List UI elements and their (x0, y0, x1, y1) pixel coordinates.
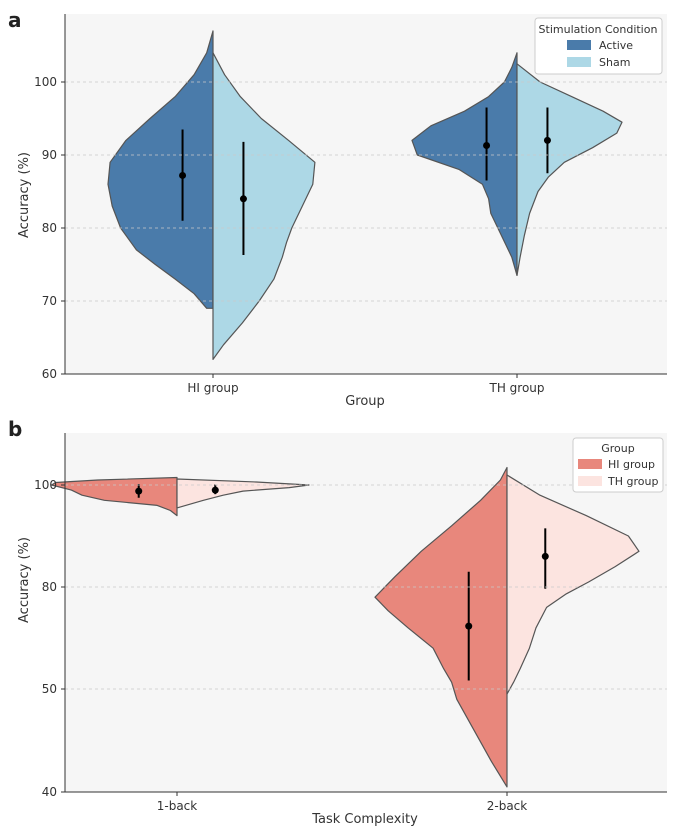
mean-point (543, 136, 551, 144)
panel-label-b: b (8, 417, 22, 441)
y-tick-label: 70 (42, 294, 57, 308)
y-tick-label: 60 (42, 367, 57, 381)
panel-a: a 60 70 80 90 100 HI group TH group Group Acc… (8, 8, 667, 409)
x-axis-b: 1-back 2-back (65, 791, 667, 813)
legend-a: Stimulation Condition Active Sham (534, 17, 663, 75)
x-tick-label: 2-back (487, 799, 528, 813)
violin-active-th-group (411, 52, 518, 276)
panel-label-a: a (8, 8, 22, 32)
violin-hi-group-1-back (51, 476, 178, 517)
x-axis-title-b: Task Complexity (311, 812, 418, 827)
violin-active-hi-group (107, 30, 214, 309)
violins-a (107, 30, 623, 360)
x-axis-a: HI group TH group (65, 373, 667, 395)
y-axis-a: 60 70 80 90 100 (34, 14, 667, 381)
violin-th-group-1-back (176, 478, 310, 509)
violins-b (51, 466, 640, 788)
x-tick-label: HI group (187, 381, 238, 395)
legend-label-sham: Sham (599, 56, 630, 69)
mean-point (179, 171, 187, 179)
legend-b: Group HI group TH group (572, 437, 664, 493)
legend-swatch-active (567, 40, 591, 50)
mean-point (483, 142, 491, 150)
panel-b: b 40 50 80 100 1-back 2-back Task Complexity… (8, 417, 667, 827)
legend-label-th: TH group (607, 475, 658, 488)
mean-point (541, 552, 549, 560)
y-tick-label: 90 (42, 148, 57, 162)
legend-title-b: Group (601, 442, 635, 455)
y-tick-label: 80 (42, 221, 57, 235)
mean-point (465, 622, 473, 630)
y-tick-label: 100 (34, 478, 57, 492)
violin-sham-th-group (516, 63, 623, 276)
legend-label-active: Active (599, 39, 633, 52)
violin-sham-hi-group (212, 52, 316, 360)
x-tick-label: TH group (488, 381, 544, 395)
legend-label-hi: HI group (608, 458, 655, 471)
legend-swatch-hi (578, 459, 602, 469)
y-axis-title-a: Accuracy (%) (17, 152, 32, 238)
legend-swatch-sham (567, 57, 591, 67)
y-axis-b: 40 50 80 100 (34, 433, 667, 799)
y-tick-label: 50 (42, 682, 57, 696)
x-axis-title-a: Group (345, 394, 385, 409)
x-tick-label: 1-back (157, 799, 198, 813)
legend-swatch-th (578, 476, 602, 486)
violin-th-group-2-back (506, 474, 640, 695)
legend-title-a: Stimulation Condition (539, 23, 658, 36)
violin-hi-group-2-back (374, 466, 508, 788)
mean-point (239, 195, 247, 203)
mean-point (211, 486, 219, 494)
legend-box-a (534, 17, 663, 75)
mean-point (135, 487, 143, 495)
y-tick-label: 100 (34, 75, 57, 89)
y-axis-title-b: Accuracy (%) (17, 537, 32, 623)
y-tick-label: 80 (42, 580, 57, 594)
y-tick-label: 40 (42, 785, 57, 799)
